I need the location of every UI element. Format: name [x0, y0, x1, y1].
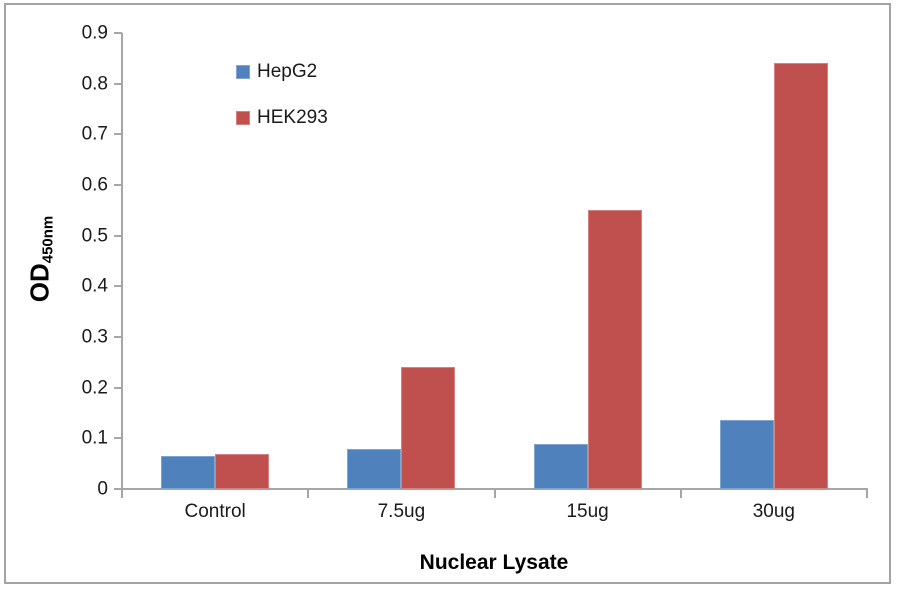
x-tick-mark	[866, 490, 868, 498]
y-tick-label: 0.4	[81, 275, 108, 297]
bar-hepg2-30ug	[720, 420, 774, 489]
bar-hepg2-7.5ug	[347, 449, 401, 489]
legend-item-hepg2: HepG2	[236, 62, 328, 81]
y-tick-mark	[114, 437, 122, 440]
y-tick-label: 0	[97, 478, 108, 500]
y-tick-label: 0.3	[81, 326, 108, 348]
y-axis-title-subscript: 450nm	[39, 215, 57, 264]
y-tick-label: 0.5	[81, 225, 108, 247]
bar-hepg2-15ug	[534, 444, 588, 489]
y-tick-mark	[114, 234, 122, 237]
y-tick-mark	[114, 133, 122, 136]
x-tick-mark	[679, 490, 682, 498]
legend-label: HEK293	[257, 107, 328, 128]
chart-frame	[4, 3, 891, 584]
x-axis-line	[114, 488, 868, 490]
x-category-label: 7.5ug	[377, 501, 426, 522]
bar-hek293-30ug	[774, 63, 828, 489]
x-category-label: Control	[184, 501, 246, 522]
y-tick-label: 0.9	[81, 22, 108, 44]
y-tick-label: 0.7	[81, 123, 108, 145]
legend-label: HepG2	[257, 61, 318, 82]
y-tick-mark	[114, 336, 122, 338]
y-tick-mark	[114, 386, 122, 389]
x-tick-mark	[493, 490, 496, 498]
bar-hek293-7.5ug	[401, 367, 455, 489]
legend-item-hek293: HEK293	[236, 108, 328, 127]
bar-hek293-control	[215, 454, 269, 489]
y-tick-mark	[114, 32, 122, 34]
y-tick-mark	[114, 488, 122, 490]
y-axis-title: OD450nm	[24, 215, 57, 303]
y-tick-label: 0.6	[81, 174, 108, 196]
legend: HepG2 HEK293	[236, 62, 328, 127]
x-category-label: 30ug	[752, 501, 796, 522]
y-axis-line	[121, 33, 123, 497]
bar-hepg2-control	[161, 456, 215, 489]
y-tick-mark	[114, 82, 122, 85]
bar-hek293-15ug	[588, 210, 642, 489]
x-tick-mark	[307, 490, 310, 498]
y-tick-mark	[114, 184, 122, 186]
x-tick-mark	[121, 490, 123, 498]
y-tick-mark	[114, 285, 122, 288]
x-category-label: 15ug	[566, 501, 609, 522]
legend-swatch-icon	[236, 110, 250, 125]
y-tick-label: 0.2	[81, 377, 108, 399]
y-tick-label: 0.1	[81, 427, 108, 449]
y-tick-label: 0.8	[81, 73, 108, 95]
y-axis-title-main: OD	[24, 263, 55, 303]
legend-swatch-icon	[236, 64, 250, 79]
x-axis-title: Nuclear Lysate	[419, 551, 569, 574]
